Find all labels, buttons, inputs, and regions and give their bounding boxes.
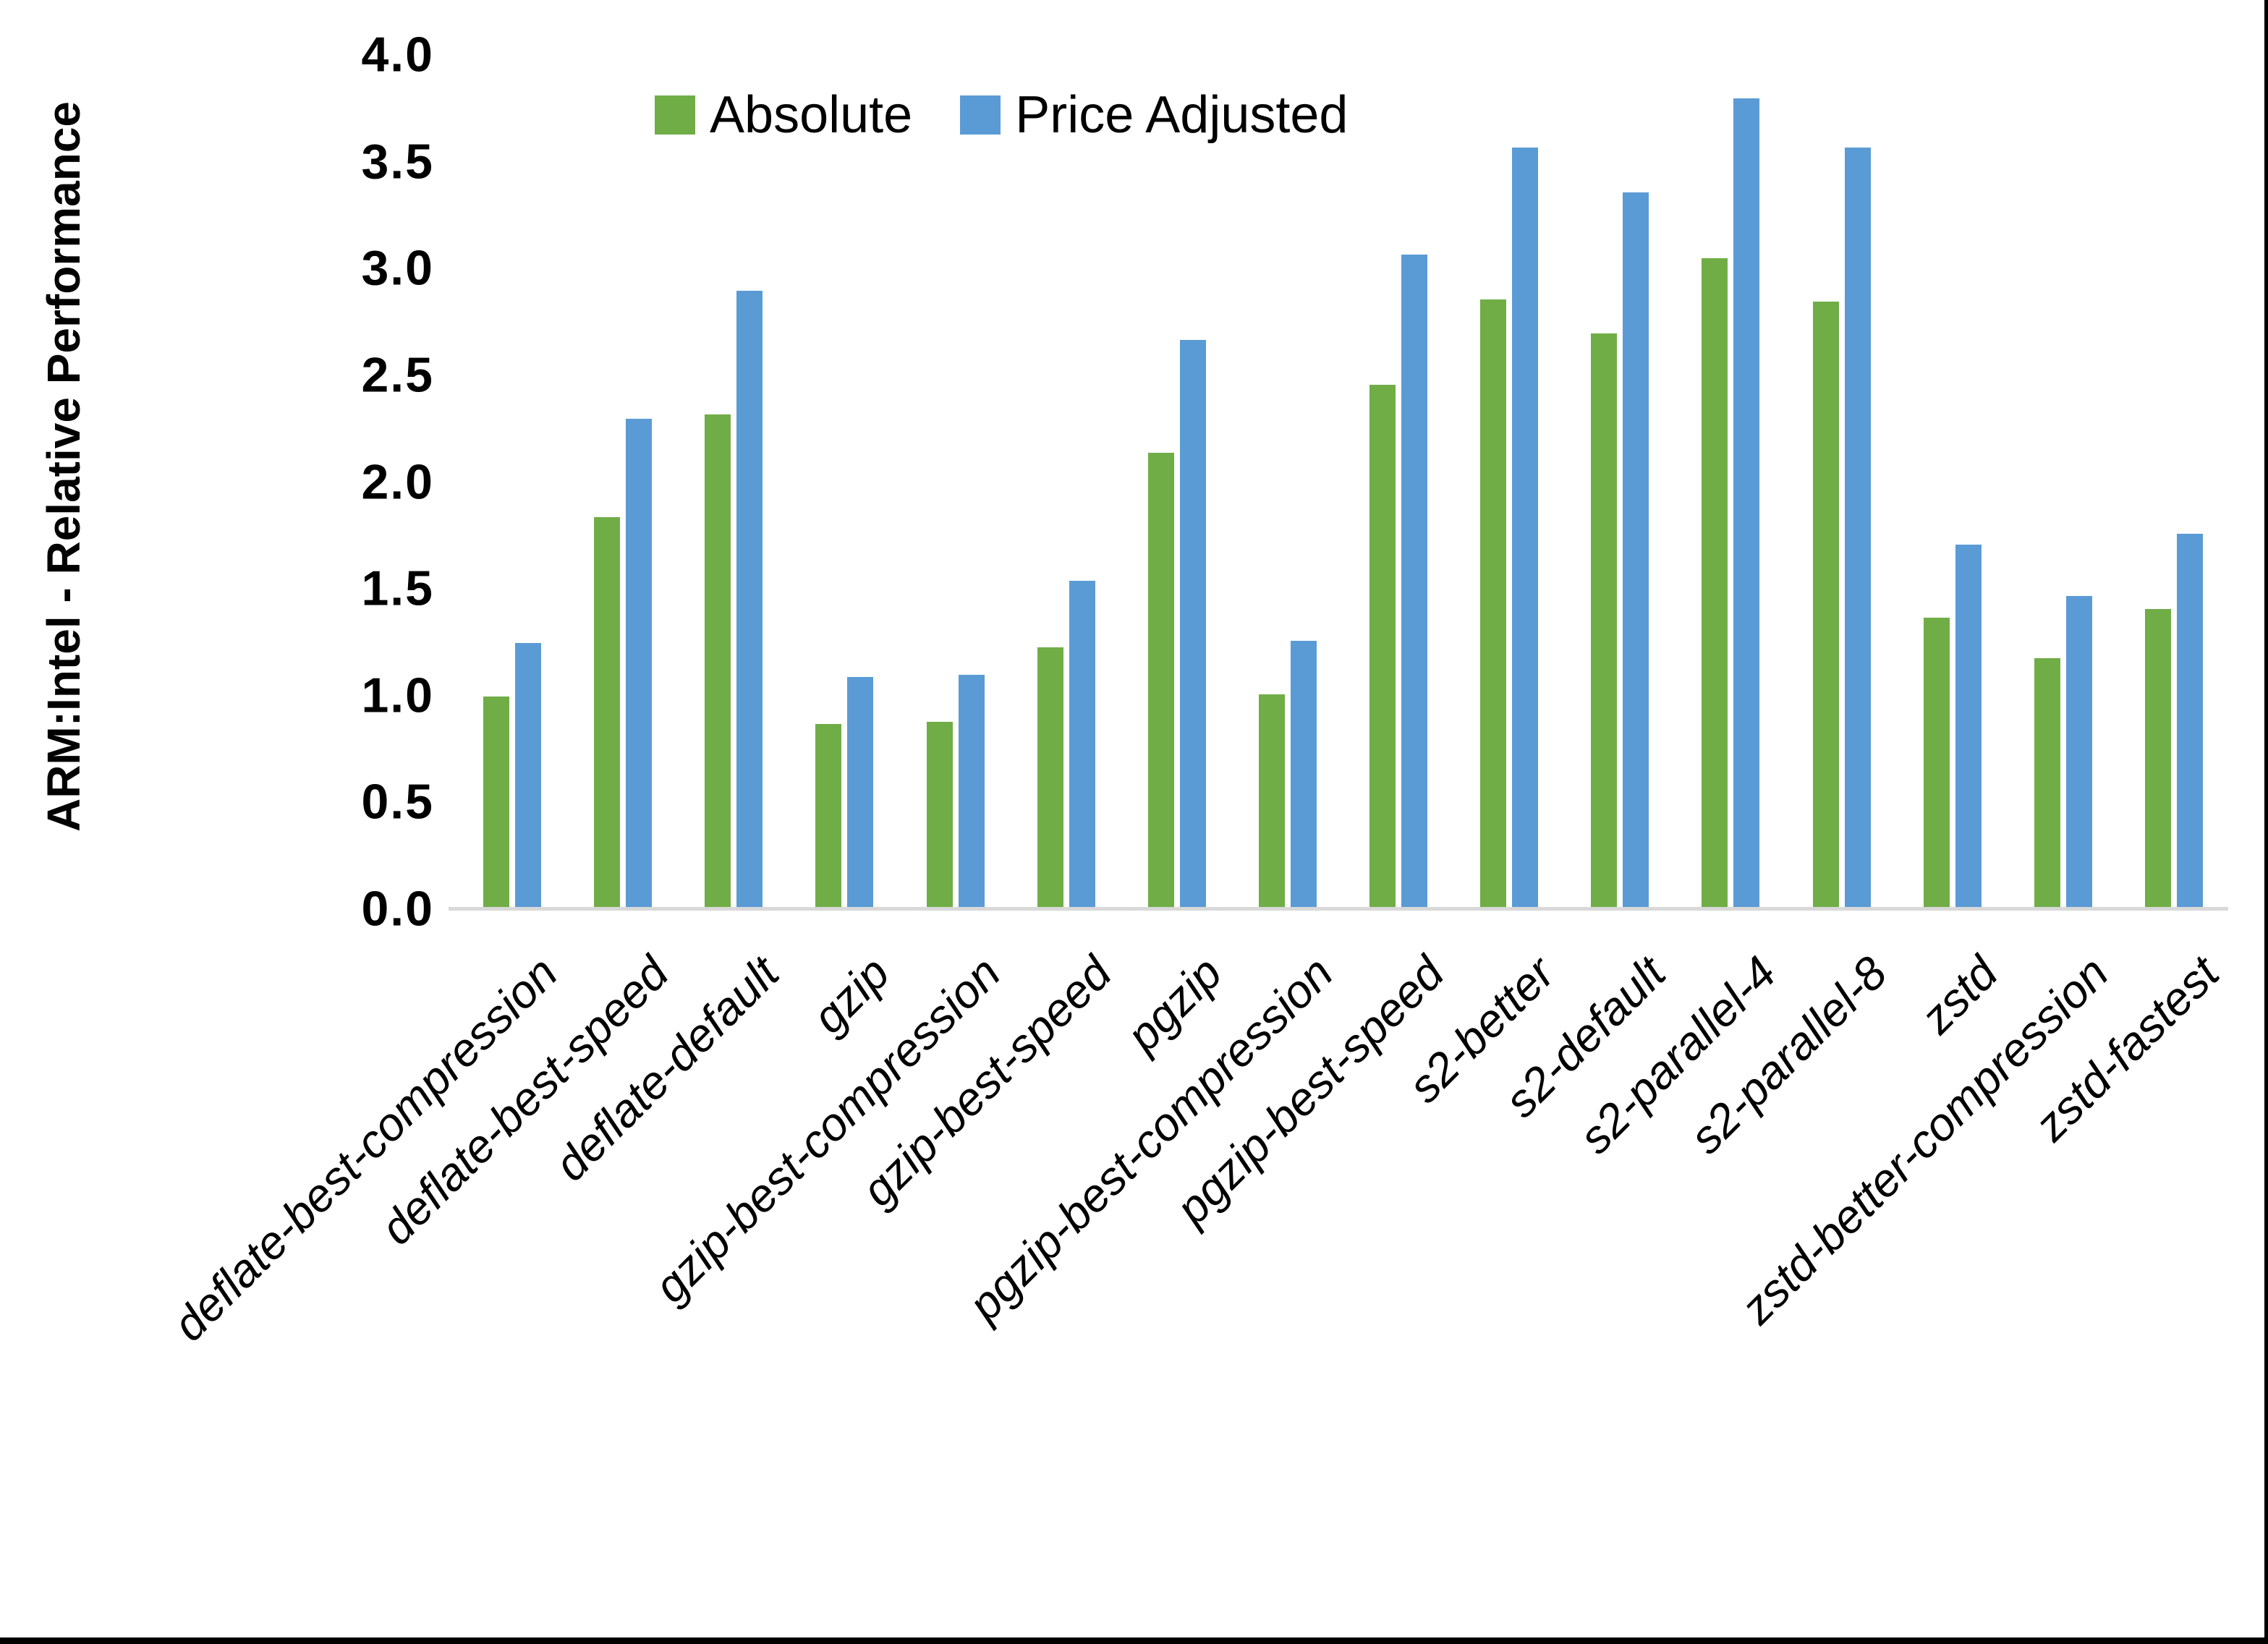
bar-price-adjusted [1733,98,1760,910]
bar-price-adjusted [1069,581,1095,910]
legend-label-price-adjusted: Price Adjusted [1015,86,1349,144]
y-tick-label: 0.5 [361,774,434,830]
legend-swatch-absolute-icon [655,95,695,135]
bar-price-adjusted [1844,147,1871,910]
y-axis-title: ARM:Intel - Relative Performance [38,101,90,832]
bar-absolute [594,516,621,910]
bar-absolute [1369,384,1396,910]
bar-price-adjusted [847,677,874,910]
bar-price-adjusted [1623,192,1649,910]
bar-price-adjusted [2065,595,2092,910]
y-tick-label: 3.0 [361,240,434,296]
bar-absolute [1037,647,1063,910]
bar-price-adjusted [1401,254,1427,910]
x-axis-label: gzip [802,946,900,1044]
bar-price-adjusted [736,290,763,910]
bar-absolute [1812,301,1839,910]
x-axis-label: zstd [1910,946,2008,1044]
bar-absolute [1147,453,1174,910]
bar-absolute [483,696,509,910]
bar-price-adjusted [1512,147,1539,910]
y-tick-label: 3.5 [361,134,434,189]
y-tick-label: 1.0 [361,668,434,723]
legend-swatch-price-adjusted-icon [960,95,1001,135]
bar-price-adjusted [958,675,985,910]
y-tick-label: 1.5 [361,561,434,616]
screenshot-right-border [2264,0,2268,1644]
bar-absolute [815,724,842,910]
y-tick-label: 0.0 [361,881,434,937]
bar-price-adjusted [2176,534,2203,910]
bar-price-adjusted [515,642,541,910]
bar-absolute [2034,657,2060,910]
bar-absolute [1258,694,1285,910]
bar-absolute [1702,258,1728,910]
bar-absolute [1923,617,1950,910]
screenshot-bottom-border [0,1637,2268,1644]
bar-price-adjusted [626,418,653,910]
y-tick-label: 4.0 [361,27,434,82]
bar-absolute [926,722,953,910]
y-tick-label: 2.0 [361,453,434,509]
bar-price-adjusted [1955,545,1982,910]
x-axis-line [449,907,2228,911]
bar-absolute [2144,608,2171,910]
legend-label-absolute: Absolute [710,86,913,144]
bar-absolute [705,414,731,910]
bar-price-adjusted [1179,339,1206,910]
bar-absolute [1480,299,1507,910]
bar-absolute [1591,333,1618,910]
y-tick-label: 2.5 [361,347,434,403]
legend: Absolute Price Adjusted [655,85,1348,145]
bar-price-adjusted [1290,640,1317,910]
